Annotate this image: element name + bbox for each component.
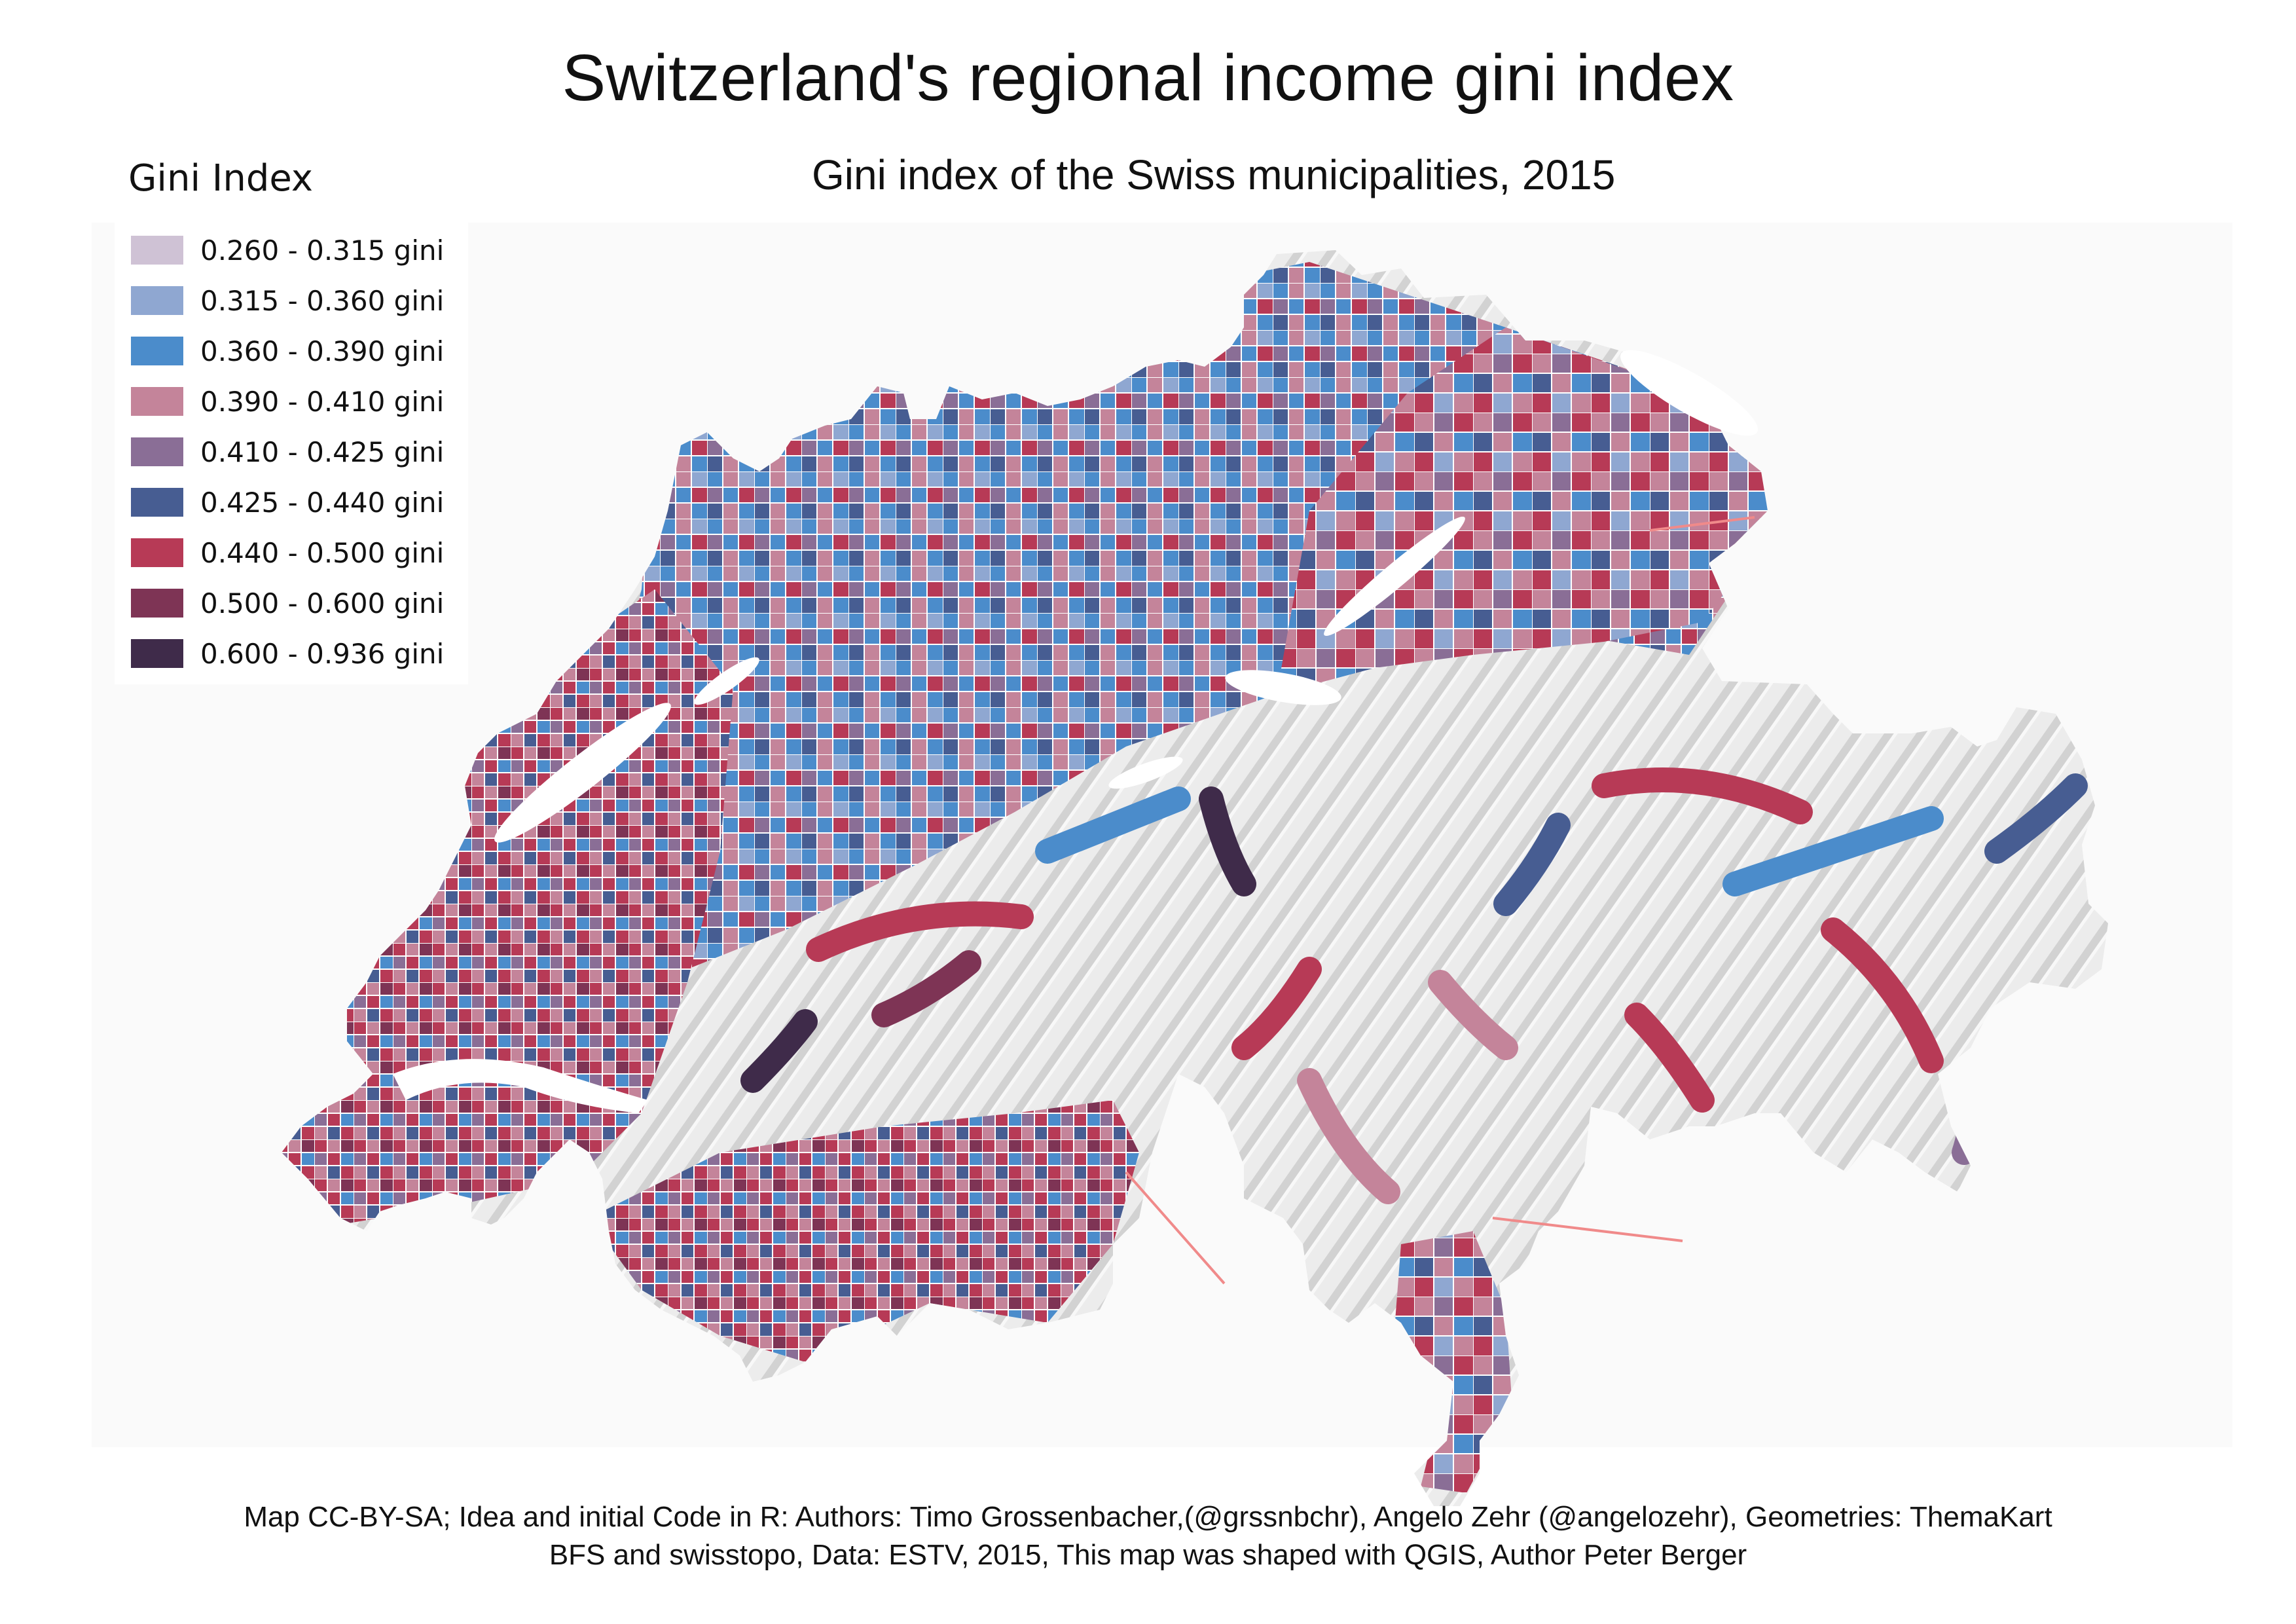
lake-thun: [1108, 756, 1183, 789]
legend-item: 0.315 - 0.360 gini: [131, 281, 444, 320]
legend-swatch: [131, 488, 183, 517]
region-ticino: [1394, 1231, 1512, 1493]
legend-label: 0.425 - 0.440 gini: [200, 486, 445, 519]
region-valais: [589, 1100, 1139, 1362]
lakes: [393, 350, 1758, 1113]
legend-swatch: [131, 236, 183, 265]
legend-label: 0.260 - 0.315 gini: [200, 234, 445, 267]
legend-item: 0.410 - 0.425 gini: [131, 432, 444, 471]
legend-item: 0.260 - 0.315 gini: [131, 231, 444, 270]
credits-line-1: Map CC-BY-SA; Idea and initial Code in R…: [244, 1501, 2052, 1533]
legend-label: 0.315 - 0.360 gini: [200, 284, 445, 317]
legend-item: 0.600 - 0.936 gini: [131, 634, 444, 673]
legend-label: 0.500 - 0.600 gini: [200, 587, 445, 619]
map-subtitle: Gini index of the Swiss municipalities, …: [812, 151, 1616, 198]
callout-lines: [1125, 516, 1755, 1285]
legend-swatch: [131, 639, 183, 668]
legend-swatch: [131, 337, 183, 365]
legend-label: 0.390 - 0.410 gini: [200, 385, 445, 418]
map-credits: Map CC-BY-SA; Idea and initial Code in R…: [0, 1498, 2296, 1574]
region-east: [1277, 327, 1768, 694]
legend-swatch: [131, 387, 183, 416]
lake-lucerne: [1225, 670, 1341, 705]
legend-item: 0.390 - 0.410 gini: [131, 382, 444, 421]
legend-item: 0.425 - 0.440 gini: [131, 483, 444, 522]
legend-label: 0.410 - 0.425 gini: [200, 435, 445, 468]
legend-label: 0.600 - 0.936 gini: [200, 637, 445, 670]
lake-zurich: [1324, 516, 1465, 637]
legend-label: 0.440 - 0.500 gini: [200, 536, 445, 569]
lake-geneva: [393, 1059, 648, 1113]
lake-neuchatel: [494, 703, 671, 843]
lake-biel: [694, 657, 759, 705]
legend-item: 0.360 - 0.390 gini: [131, 331, 444, 371]
legend-swatch: [131, 538, 183, 567]
legend-item: 0.440 - 0.500 gini: [131, 533, 444, 572]
legend-swatch: [131, 589, 183, 618]
legend-label: 0.360 - 0.390 gini: [200, 335, 445, 367]
legend-swatch: [131, 286, 183, 315]
legend-swatch: [131, 437, 183, 466]
lake-constance: [1620, 350, 1758, 436]
map-title: Switzerland's regional income gini index: [562, 41, 1734, 115]
legend-title: Gini Index: [128, 157, 313, 200]
credits-line-2: BFS and swisstopo, Data: ESTV, 2015, Thi…: [549, 1539, 1747, 1571]
legend-item: 0.500 - 0.600 gini: [131, 583, 444, 623]
